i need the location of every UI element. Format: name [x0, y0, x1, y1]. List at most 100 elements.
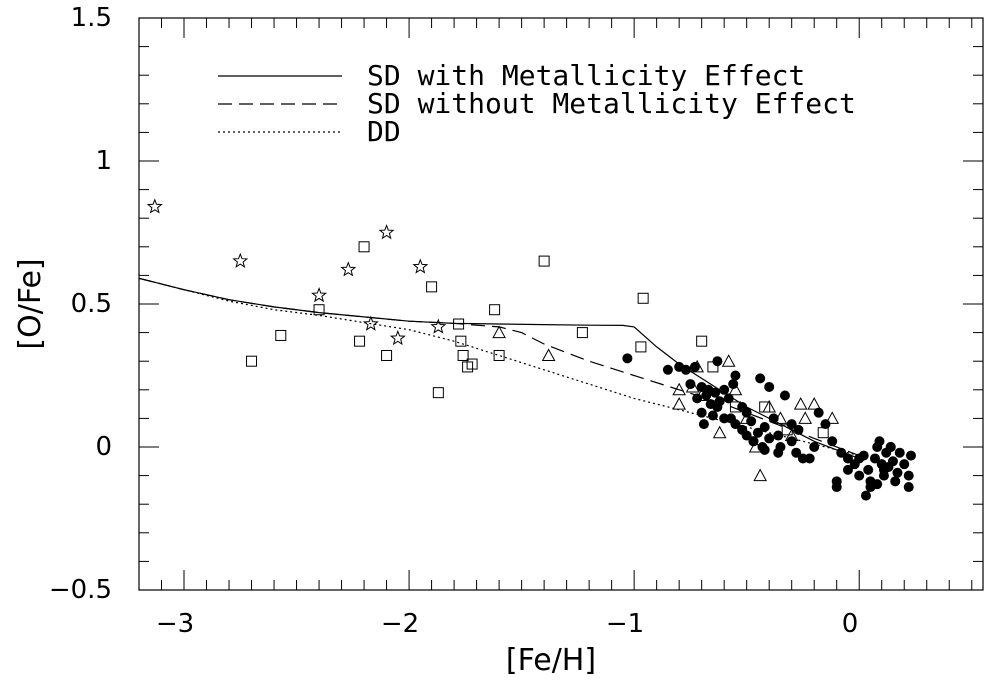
open-triangle-point: [492, 325, 506, 339]
filled-circle-point: [863, 464, 874, 475]
star-point: [430, 318, 447, 334]
filled-circle-point: [793, 424, 804, 435]
filled-circle-point: [842, 464, 853, 475]
filled-circle-point: [746, 416, 757, 427]
filled-circle-point: [689, 361, 700, 372]
open-triangle-point: [825, 411, 840, 424]
open-square-point: [453, 318, 465, 330]
open-square-point: [489, 304, 501, 316]
filled-circle-point: [860, 490, 871, 501]
y-tick-label-0: 0: [95, 432, 112, 462]
series-line-solid: [138, 277, 860, 459]
legend-label-sd-without: SD without Metallicity Effect: [367, 87, 856, 120]
filled-circle-point: [836, 447, 847, 458]
filled-circle-point: [719, 384, 730, 395]
star-point: [232, 252, 249, 268]
legend-label-dd: DD: [367, 115, 401, 148]
open-triangle-point: [793, 397, 808, 410]
filled-circle-point: [773, 430, 784, 441]
filled-circle-point: [894, 447, 905, 458]
filled-circle-point: [710, 387, 721, 398]
x-axis-title: [Fe/H]: [506, 643, 596, 678]
open-square-point: [313, 304, 325, 316]
filled-circle-point: [741, 430, 752, 441]
open-square-point: [246, 355, 258, 367]
open-triangle-point: [712, 425, 727, 439]
filled-circle-point: [804, 453, 815, 464]
filled-circle-point: [773, 447, 784, 458]
open-triangle-point: [798, 411, 813, 424]
filled-circle-point: [779, 390, 790, 401]
filled-circle-point: [737, 401, 748, 412]
filled-circle-point: [786, 419, 797, 430]
star-point: [378, 224, 395, 240]
open-square-point: [381, 349, 393, 361]
filled-circle-point: [696, 407, 707, 418]
filled-circle-point: [759, 421, 770, 432]
filled-circle-point: [858, 450, 869, 461]
filled-circle-point: [786, 436, 797, 447]
open-triangle-point: [672, 397, 687, 410]
open-triangle-point: [807, 397, 822, 410]
open-square-point: [493, 349, 505, 361]
filled-circle-point: [723, 393, 734, 404]
star-point: [146, 198, 163, 214]
filled-circle-point: [768, 413, 779, 424]
filled-circle-point: [903, 470, 914, 481]
filled-circle-point: [752, 427, 763, 438]
x-tick-label-m3: −3: [156, 609, 194, 639]
legend: SD with Metallicity Effect SD without Me…: [218, 59, 856, 148]
filled-circle-point: [887, 456, 898, 467]
filled-circle-point: [813, 407, 824, 418]
filled-circle-point: [764, 433, 775, 444]
open-square-point: [576, 327, 588, 339]
x-tick-label-m2: −2: [381, 609, 419, 639]
open-triangle-point: [728, 382, 743, 396]
filled-circle-point: [712, 401, 723, 412]
filled-circle-point: [892, 467, 903, 478]
plot-area: [138, 17, 984, 591]
filled-circle-point: [622, 353, 633, 364]
open-square-point: [817, 427, 829, 439]
star-point: [340, 261, 357, 277]
open-triangle-point: [672, 382, 687, 396]
y-tick-label-m05: −0.5: [49, 575, 112, 605]
filled-circle-point: [809, 442, 820, 452]
filled-circle-point: [869, 453, 880, 464]
open-square-point: [426, 281, 438, 293]
open-triangle-point: [762, 399, 777, 413]
filled-circle-point: [730, 370, 741, 381]
filled-circle-point: [878, 464, 889, 475]
star-point: [389, 329, 406, 346]
open-square-point: [635, 341, 647, 353]
filled-circle-point: [820, 419, 831, 430]
x-tick-label-m1: −1: [606, 609, 644, 639]
filled-circle-point: [827, 436, 838, 447]
filled-circle-point: [872, 479, 883, 490]
filled-circle-point: [662, 364, 673, 375]
x-tick-label-0: 0: [842, 609, 859, 639]
open-triangle-point: [753, 468, 768, 482]
filled-circle-point: [698, 419, 709, 430]
filled-circle-point: [842, 453, 853, 464]
filled-circle-point: [885, 442, 896, 452]
filled-circle-point: [831, 482, 842, 493]
filled-circle-point: [905, 450, 916, 461]
filled-circle-point: [755, 373, 766, 384]
filled-circle-point: [903, 482, 914, 493]
open-square-point: [275, 329, 287, 341]
filled-circle-point: [728, 379, 739, 390]
filled-circle-point: [764, 381, 775, 392]
open-square-point: [637, 292, 649, 304]
filled-circle-point: [748, 436, 759, 447]
open-square-point: [432, 387, 444, 399]
star-point: [412, 258, 429, 274]
filled-circle-point: [680, 364, 691, 375]
filled-circle-point: [685, 379, 696, 390]
data-points: [146, 198, 916, 501]
y-tick-label-15: 1.5: [71, 3, 112, 33]
star-point: [362, 315, 379, 331]
open-square-point: [354, 335, 366, 347]
filled-circle-point: [707, 410, 718, 421]
